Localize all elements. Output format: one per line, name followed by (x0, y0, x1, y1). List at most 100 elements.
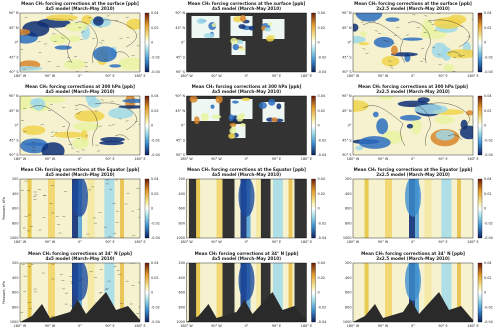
colorbar-tick-label: 0.02 (151, 109, 159, 113)
wind-arrow (452, 70, 456, 72)
wind-arrow (32, 150, 36, 152)
field-blob (248, 25, 255, 31)
wind-arrow (119, 37, 123, 40)
colorbar-tick-label: 0 (151, 41, 153, 45)
field-blob (459, 125, 473, 140)
y-tick-label: 800 (345, 221, 351, 225)
plot-area (186, 179, 307, 238)
y-tick-label: 1000 (10, 320, 19, 324)
field-blob (37, 96, 66, 103)
masked-region (260, 179, 271, 238)
masked-region (260, 263, 271, 322)
field-blob (265, 35, 275, 42)
field-blob (32, 98, 46, 111)
colorbar-tick-label: -0.02 (318, 221, 327, 225)
y-tick-label: 0° (15, 124, 19, 128)
colorbar-tick-label: 0 (484, 291, 486, 295)
field-blob (417, 97, 430, 103)
wind-arrow (78, 111, 82, 113)
section-band (48, 263, 55, 322)
field-blob (63, 59, 86, 70)
field-blob (276, 103, 282, 110)
panel-subtitle: 4x5 model (March–May 2010) (45, 89, 114, 94)
wind-arrow (81, 31, 85, 33)
colorbar-tick-label: -0.04 (151, 236, 160, 240)
field-blob (258, 102, 267, 109)
plot-frame (352, 262, 474, 323)
masked-region (294, 263, 307, 322)
wind-arrow (99, 42, 103, 44)
y-tick-label: 400 (12, 276, 18, 280)
field-blob (237, 39, 244, 45)
plot-frame (186, 178, 307, 239)
colorbar-tick-label: -0.02 (484, 221, 493, 225)
section-band (196, 263, 201, 322)
section-band (48, 179, 55, 238)
colorbar-tick-label: -0.04 (151, 70, 160, 74)
field-blob (402, 37, 423, 41)
wind-arrow (392, 42, 396, 44)
y-tick-label: 90° S (9, 153, 18, 157)
section-band (288, 263, 293, 322)
field-blob (405, 179, 421, 217)
plot-frame (186, 95, 307, 156)
section-band (457, 179, 461, 238)
colorbar-tick-label: -0.02 (484, 138, 493, 142)
panel: Mean CH₄ forcing corrections at the Equa… (2, 167, 160, 244)
y-tick-label: 400 (179, 276, 185, 280)
section-band (364, 263, 369, 322)
section-band (424, 179, 432, 238)
y-tick-label: 600 (345, 207, 351, 211)
colorbar (477, 178, 483, 239)
y-tick-label: 90° S (176, 153, 185, 157)
field-blob (435, 129, 455, 141)
field-blob (422, 19, 434, 37)
wind-arrow (20, 48, 24, 50)
field-blob (196, 18, 206, 24)
terrain (20, 292, 140, 322)
x-tick-label: 90° E (105, 157, 114, 161)
y-tick-label: 200 (179, 177, 185, 181)
y-tick-label: 90° S (176, 70, 185, 74)
field-blob (373, 36, 394, 48)
colorbar-tick-label: 0 (484, 124, 486, 128)
panel: Mean CH₄ forcing corrections at the surf… (175, 1, 326, 78)
colorbar-tick-label: -0.02 (318, 55, 327, 59)
masked-region (294, 179, 307, 238)
x-tick-label: 180° W (180, 240, 193, 244)
section-band (288, 179, 293, 238)
field-blob (92, 46, 117, 63)
field-blob (108, 107, 134, 119)
x-tick-label: 180° E (301, 157, 312, 161)
wind-arrow (393, 35, 397, 37)
wind-arrow (24, 16, 28, 18)
field-blob (239, 123, 246, 127)
x-tick-label: 0° (245, 324, 249, 328)
colorbar-tick-label: -0.02 (318, 305, 327, 309)
wind-arrow (101, 39, 105, 42)
y-tick-label: 45° S (342, 55, 351, 59)
plot-area (20, 179, 140, 238)
colorbar-tick-label: 0 (318, 41, 320, 45)
x-tick-label: 0° (78, 324, 82, 328)
panel: Mean CH₄ forcing corrections at 34° N [p… (176, 251, 326, 328)
panel-subtitle: 2x2.5 model (March–May 2010) (376, 256, 450, 261)
wind-arrow (37, 41, 41, 43)
colorbar-tick-label: -0.02 (151, 221, 160, 225)
wind-arrow (31, 141, 35, 143)
y-tick-label: 90° S (342, 70, 351, 74)
x-tick-label: 180° E (467, 157, 478, 161)
y-tick-label: 0° (181, 124, 185, 128)
nested-domain (230, 99, 253, 119)
coastline (29, 19, 137, 64)
x-tick-label: 90° E (438, 240, 447, 244)
panel-title: Mean CH₄ forcing corrections at 34° N [p… (195, 251, 299, 256)
y-tick-label: 45° S (9, 138, 18, 142)
wind-arrow (433, 30, 437, 32)
wind-arrow (372, 20, 376, 22)
field-blob (99, 140, 124, 146)
y-tick-label: 45° S (176, 55, 185, 59)
section-band (196, 179, 201, 238)
y-tick-label: 1000 (343, 320, 352, 324)
y-tick-label: 400 (345, 276, 351, 280)
